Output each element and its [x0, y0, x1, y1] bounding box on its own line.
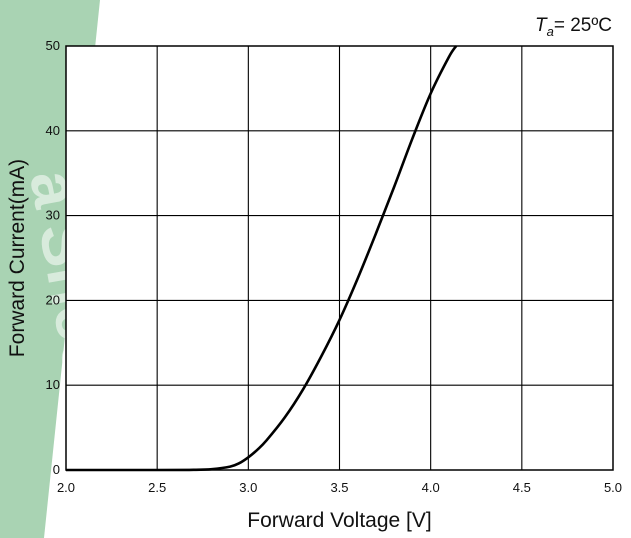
annotation-subscript: a: [547, 24, 554, 39]
y-tick-label: 50: [46, 38, 60, 53]
x-tick-label: 2.5: [148, 480, 166, 495]
grid-lines: [66, 46, 613, 470]
temperature-annotation: Ta= 25ºC: [535, 15, 612, 39]
y-axis-title: Forward Current(mA): [6, 159, 29, 357]
x-tick-label: 2.0: [57, 480, 75, 495]
x-tick-label: 3.5: [330, 480, 348, 495]
plot-frame: [65, 45, 614, 471]
y-tick-label: 20: [46, 292, 60, 307]
y-tick-label: 30: [46, 208, 60, 223]
series-line: [65, 45, 458, 472]
x-tick-label: 4.5: [513, 480, 531, 495]
x-tick-label: 3.0: [239, 480, 257, 495]
y-tick-label: 0: [53, 462, 60, 477]
x-tick-label: 4.0: [422, 480, 440, 495]
annotation-text: = 25ºC: [554, 15, 612, 36]
y-tick-label: 10: [46, 377, 60, 392]
y-tick-label: 40: [46, 123, 60, 138]
annotation-symbol: T: [535, 15, 548, 36]
data-series: [65, 45, 458, 472]
x-tick-labels: 2.0 2.5 3.0 3.5 4.0 4.5 5.0: [57, 480, 622, 495]
x-tick-label: 5.0: [604, 480, 622, 495]
x-axis-title: Forward Voltage [V]: [247, 509, 431, 532]
y-tick-labels: 0 10 20 30 40 50: [46, 38, 60, 477]
